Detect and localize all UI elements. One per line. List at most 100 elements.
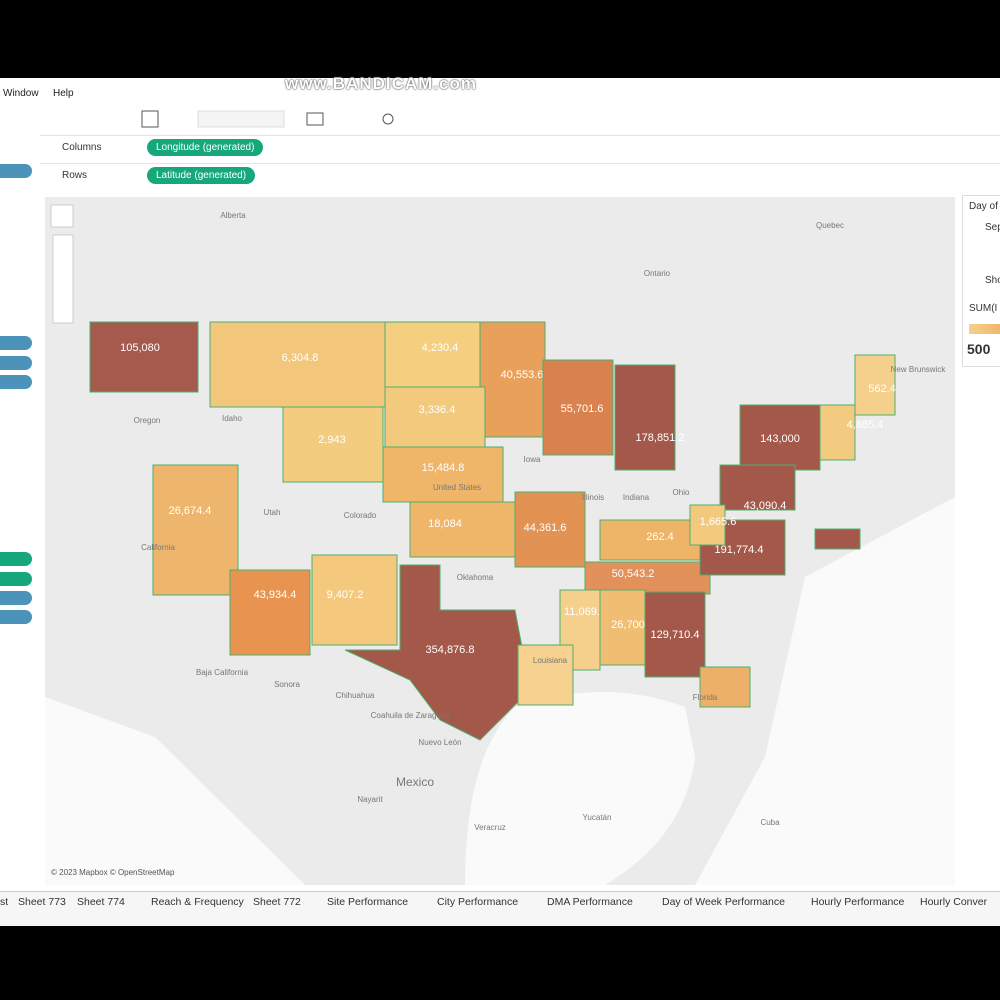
- sheet-tab[interactable]: Hourly Performance: [811, 896, 905, 908]
- state-value-label: 562.4: [868, 383, 896, 395]
- left-pill[interactable]: [0, 336, 32, 350]
- state: [384, 386, 486, 448]
- place-label: Chihuahua: [336, 691, 375, 700]
- chart-button[interactable]: [306, 112, 324, 126]
- columns-shelf: Columns Longitude (generated): [40, 135, 1000, 160]
- state: [209, 321, 386, 408]
- place-label: Indiana: [623, 493, 650, 502]
- state: [382, 446, 504, 503]
- place-label: Colorado: [344, 511, 377, 520]
- shelf-label: Columns: [62, 142, 102, 153]
- state-value-label: 262.4: [646, 531, 674, 543]
- state: [89, 321, 199, 393]
- watermark: www.BANDICAM.com: [285, 74, 477, 93]
- state-value-label: 178,851.2: [636, 432, 685, 444]
- state-value-label: 6,304.8: [282, 352, 319, 364]
- left-pill[interactable]: [0, 572, 32, 586]
- state: [814, 528, 861, 550]
- state-value-label: 50,543.2: [612, 568, 655, 580]
- state: [542, 359, 614, 456]
- state: [699, 666, 751, 708]
- pacific-ocean: [45, 697, 305, 885]
- rows-shelf: Rows Latitude (generated): [40, 163, 1000, 188]
- place-label: Cuba: [760, 818, 780, 827]
- fit-dropdown[interactable]: [197, 110, 285, 128]
- sheet-tab[interactable]: DMA Performance: [547, 896, 633, 908]
- state: [229, 569, 311, 656]
- state-value-label: 43,090.4: [744, 500, 787, 512]
- sheet-tab[interactable]: City Performance: [437, 896, 519, 908]
- place-label: Quebec: [816, 221, 844, 230]
- state-value-label: 44,361.6: [524, 522, 567, 534]
- state: [344, 564, 531, 741]
- place-label: Ohio: [673, 488, 690, 497]
- state: [644, 591, 706, 678]
- search-button[interactable]: [50, 204, 74, 228]
- sheet-tab[interactable]: Site Performance: [327, 896, 409, 908]
- field-pill[interactable]: Longitude (generated): [147, 139, 264, 156]
- sheet-tab[interactable]: Reach & Frequency: [151, 896, 244, 908]
- place-label: Sonora: [274, 680, 300, 689]
- place-label: Iowa: [524, 455, 541, 464]
- place-label: New Brunswick: [891, 365, 947, 374]
- right-panel: Day of Sep Sho SUM(I 500: [962, 195, 1000, 367]
- text-button[interactable]: [141, 110, 159, 128]
- place-label: Coahuila de Zaragoza: [371, 711, 450, 720]
- gulf-of-mexico: [465, 692, 695, 885]
- state-value-label: 143,000: [760, 433, 800, 445]
- tableau-window: www.BANDICAM.com Window Help Columns Lon…: [0, 74, 1000, 926]
- state: [479, 321, 546, 438]
- legend-ramp: [969, 324, 1000, 334]
- state-value-label: 4,230.4: [422, 342, 459, 354]
- state: [282, 406, 384, 483]
- place-label: California: [141, 543, 175, 552]
- share-button[interactable]: [382, 113, 394, 125]
- zoom-controls[interactable]: [52, 234, 74, 324]
- left-pill[interactable]: [0, 552, 32, 566]
- checkbox-label[interactable]: Sho: [985, 275, 1000, 286]
- state: [584, 561, 711, 595]
- tab-bar: st Sheet 773 Sheet 774 Reach & Frequency She…: [0, 891, 1000, 926]
- attribution: © 2023 Mapbox © OpenStreetMap: [51, 868, 175, 877]
- left-pill[interactable]: [0, 164, 32, 178]
- state: [614, 364, 676, 471]
- state-value-label: 43,934.4: [254, 589, 297, 601]
- sheet-tab[interactable]: st: [0, 896, 9, 908]
- state-value-label: 15,484.8: [422, 462, 465, 474]
- place-label: Illinois: [582, 493, 604, 502]
- sheet-tab[interactable]: Sheet 772: [253, 896, 301, 908]
- place-label: Yucatán: [583, 813, 612, 822]
- place-label: Baja California: [196, 668, 249, 677]
- place-label: Veracruz: [474, 823, 506, 832]
- menu-item[interactable]: Window: [3, 88, 39, 99]
- filter-value[interactable]: Sep: [985, 222, 1000, 233]
- sheet-tab[interactable]: Hourly Conver: [920, 896, 988, 908]
- state: [152, 464, 239, 596]
- left-pill[interactable]: [0, 375, 32, 389]
- menu-item[interactable]: Help: [53, 88, 74, 99]
- state-value-label: 1,665.6: [700, 516, 737, 528]
- sheet-tab[interactable]: Sheet 774: [77, 896, 125, 908]
- state: [689, 504, 726, 546]
- field-pill[interactable]: Latitude (generated): [147, 167, 256, 184]
- map: 105,080 6,304.8 4,230.4 40,553.6 3,336.4 2,94…: [45, 197, 955, 885]
- place-label: United States: [433, 483, 481, 492]
- place-label: Ontario: [644, 269, 671, 278]
- toolbar: [141, 110, 394, 128]
- left-pill[interactable]: [0, 591, 32, 605]
- place-label: Mexico: [396, 775, 434, 789]
- state: [409, 501, 516, 558]
- left-pill[interactable]: [0, 610, 32, 624]
- place-label: Nayarit: [357, 795, 383, 804]
- sheet-tab[interactable]: Sheet 773: [18, 896, 66, 908]
- state-value-label: 191,774.4: [715, 544, 764, 556]
- state: [599, 589, 646, 666]
- legend-title: SUM(I: [969, 303, 998, 314]
- sheet-tab[interactable]: Day of Week Performance: [662, 896, 785, 908]
- place-label: Nuevo León: [418, 738, 461, 747]
- state-value-label: 129,710.4: [651, 629, 700, 641]
- state: [517, 644, 574, 706]
- left-pill[interactable]: [0, 356, 32, 370]
- place-label: Alberta: [220, 211, 246, 220]
- state-value-label: 3,336.4: [419, 404, 456, 416]
